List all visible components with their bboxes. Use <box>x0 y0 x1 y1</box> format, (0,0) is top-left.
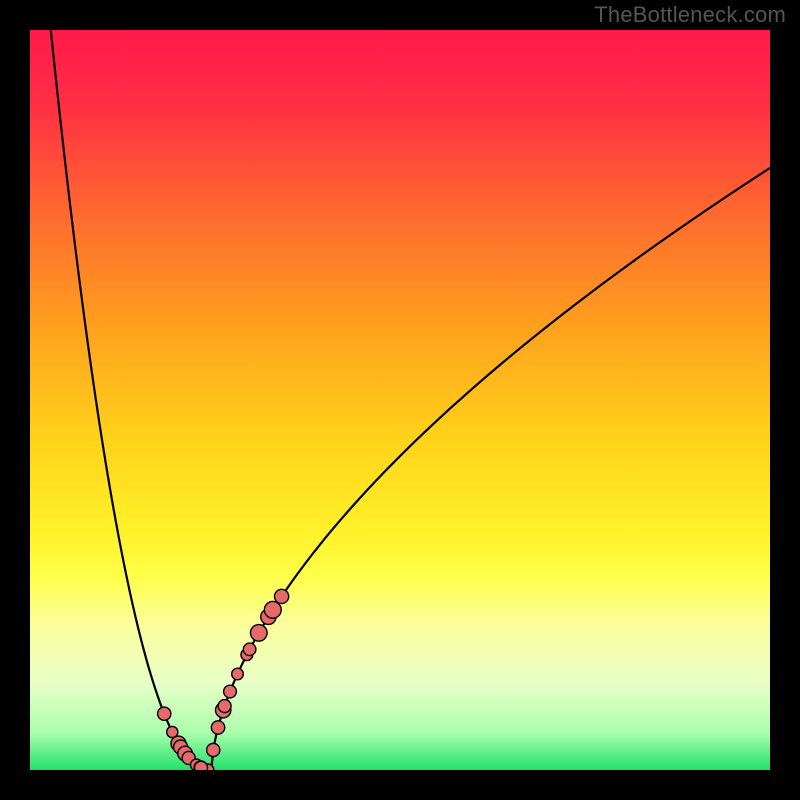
overlay-dot <box>264 601 281 618</box>
overlay-dot <box>211 721 224 734</box>
overlay-dot <box>218 700 231 713</box>
stage: TheBottleneck.com <box>0 0 800 800</box>
overlay-dot <box>158 707 171 720</box>
overlay-dot <box>275 589 289 603</box>
overlay-dot <box>250 625 267 642</box>
overlay-dot <box>207 743 220 756</box>
plot-background <box>30 30 770 770</box>
overlay-dot <box>243 643 256 656</box>
overlay-dot <box>224 685 237 698</box>
watermark-text: TheBottleneck.com <box>594 2 786 28</box>
overlay-dot <box>232 668 244 680</box>
plot-svg <box>0 0 800 800</box>
